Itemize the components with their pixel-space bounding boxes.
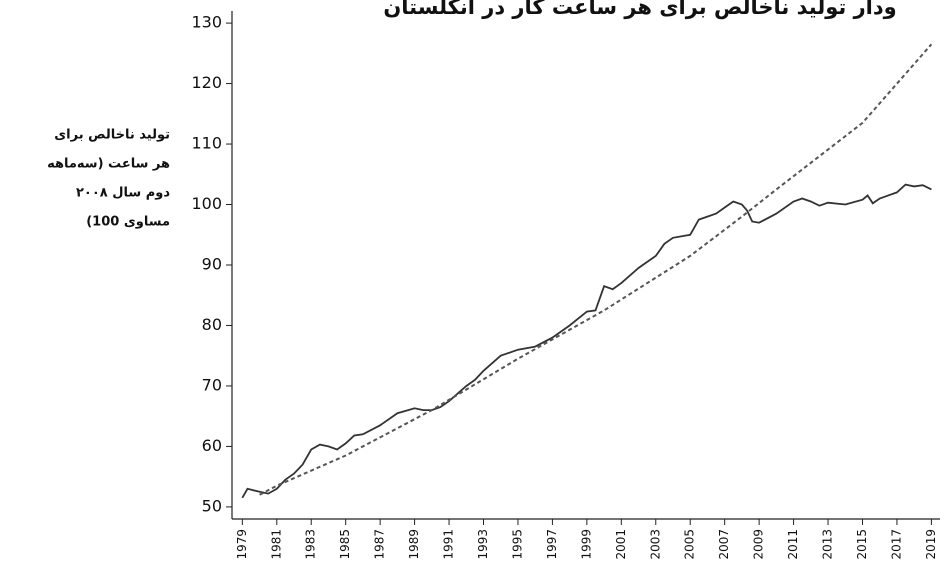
y-tick-label: 70 [202, 375, 222, 394]
y-tick-label: 90 [202, 255, 222, 274]
y-tick-label: 110 [191, 134, 222, 153]
x-tick-label: 1999 [579, 529, 593, 560]
x-tick-label: 2011 [786, 529, 800, 560]
x-tick-label: 2001 [614, 529, 628, 560]
y-tick-label: 100 [191, 194, 222, 213]
y-tick-label: 80 [202, 315, 222, 334]
x-tick-label: 2013 [821, 529, 835, 560]
x-tick-label: 1991 [442, 529, 456, 560]
x-tick-label: 2019 [924, 529, 938, 560]
y-axis-label: تولید ناخالص برای [54, 128, 170, 143]
x-tick-label: 2017 [889, 529, 903, 560]
y-axis-label: مساوی 100) [86, 215, 170, 230]
x-tick-label: 2003 [648, 529, 662, 560]
x-tick-label: 1981 [269, 529, 283, 560]
x-tick-label: 1995 [510, 529, 524, 560]
x-tick-label: 2007 [717, 529, 731, 560]
x-tick-label: 1989 [407, 529, 421, 560]
chart-title: ودار تولید ناخالص برای هر ساعت کار در ان… [383, 0, 896, 19]
x-tick-label: 1993 [476, 529, 490, 560]
x-tick-label: 1979 [235, 529, 249, 560]
y-tick-label: 50 [202, 496, 222, 515]
x-tick-label: 2009 [752, 529, 766, 560]
x-tick-label: 1997 [545, 529, 559, 560]
y-tick-label: 120 [191, 73, 222, 92]
x-tick-label: 2015 [855, 529, 869, 560]
y-axis-label: دوم سال ۲۰۰۸ [76, 186, 170, 201]
y-tick-label: 130 [191, 13, 222, 32]
x-tick-label: 1983 [304, 529, 318, 560]
line-series [259, 43, 933, 496]
x-tick-label: 2005 [683, 529, 697, 560]
x-tick-label: 1985 [338, 529, 352, 560]
y-axis-label: هر ساعت (سه‌ماهه [47, 157, 170, 172]
y-tick-label: 60 [202, 436, 222, 455]
x-tick-label: 1987 [373, 529, 387, 560]
line-series [241, 183, 932, 499]
